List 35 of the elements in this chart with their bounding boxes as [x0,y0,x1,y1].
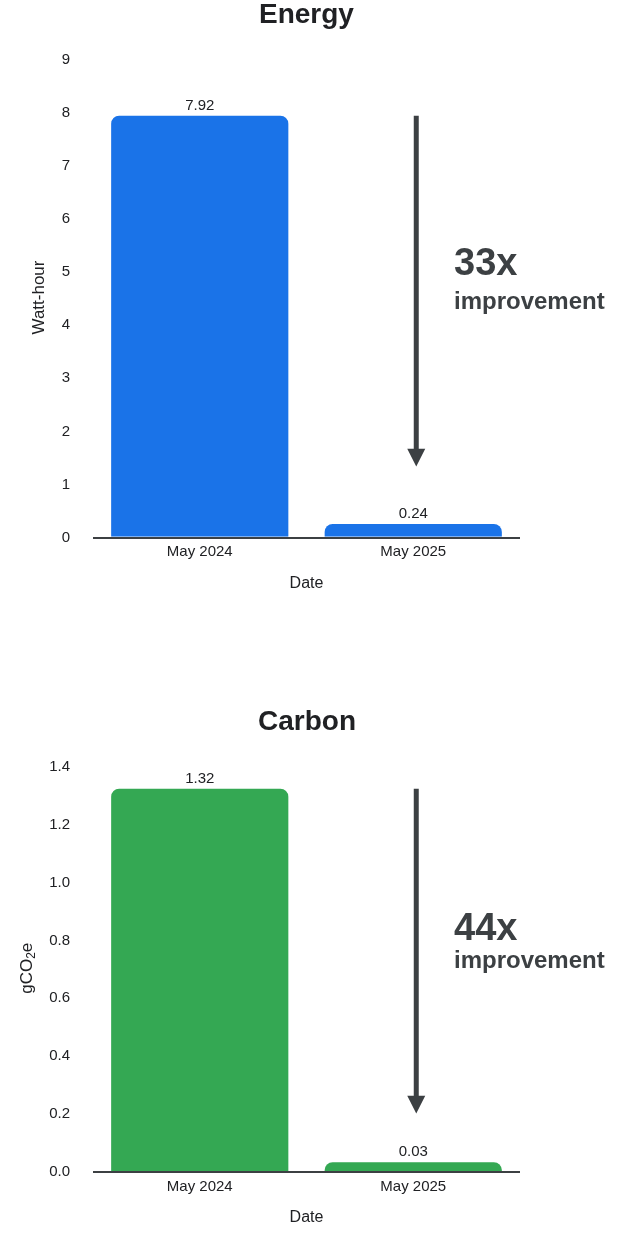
y-tick-label: 0 [61,527,70,545]
y-tick-label: 1.0 [49,872,70,890]
y-tick-label: 9 [61,49,70,67]
data-label: 7.92 [185,95,215,113]
x-tick-label: May 2024 [166,1176,233,1194]
y-axis-title: Watt-hour [29,260,49,335]
x-axis-title: Date [289,573,324,591]
annotation: 33x [454,241,518,283]
y-tick-label: 0.4 [49,1046,70,1064]
data-label: 1.32 [185,768,215,786]
y-tick-label: 8 [61,102,70,120]
x-tick-label: May 2025 [380,1176,447,1194]
x-tick-label: May 2025 [380,542,447,560]
y-tick-label: 4 [61,315,70,333]
y-tick-label: 1.4 [49,756,70,774]
annotation: 44x [454,906,518,948]
annotation: improvement [454,287,605,314]
y-tick-label: 2 [61,421,70,439]
y-tick-label: 5 [61,262,70,280]
y-tick-label: 6 [61,209,70,227]
annotation: improvement [454,946,605,973]
y-tick-label: 1.2 [49,814,70,832]
chart-title: Carbon [258,705,356,736]
y-tick-label: 3 [61,368,70,386]
y-tick-label: 0.0 [49,1162,70,1180]
x-tick-label: May 2024 [166,542,233,560]
data-label: 0.03 [398,1142,428,1160]
data-label: 0.24 [398,503,428,521]
y-tick-label: 1 [61,474,70,492]
y-tick-label: 0.6 [49,988,70,1006]
chart-title: Energy [259,0,355,29]
y-tick-label: 0.2 [49,1104,70,1122]
x-axis-title: Date [289,1207,324,1225]
y-tick-label: 0.8 [49,930,70,948]
y-tick-label: 7 [61,155,70,173]
